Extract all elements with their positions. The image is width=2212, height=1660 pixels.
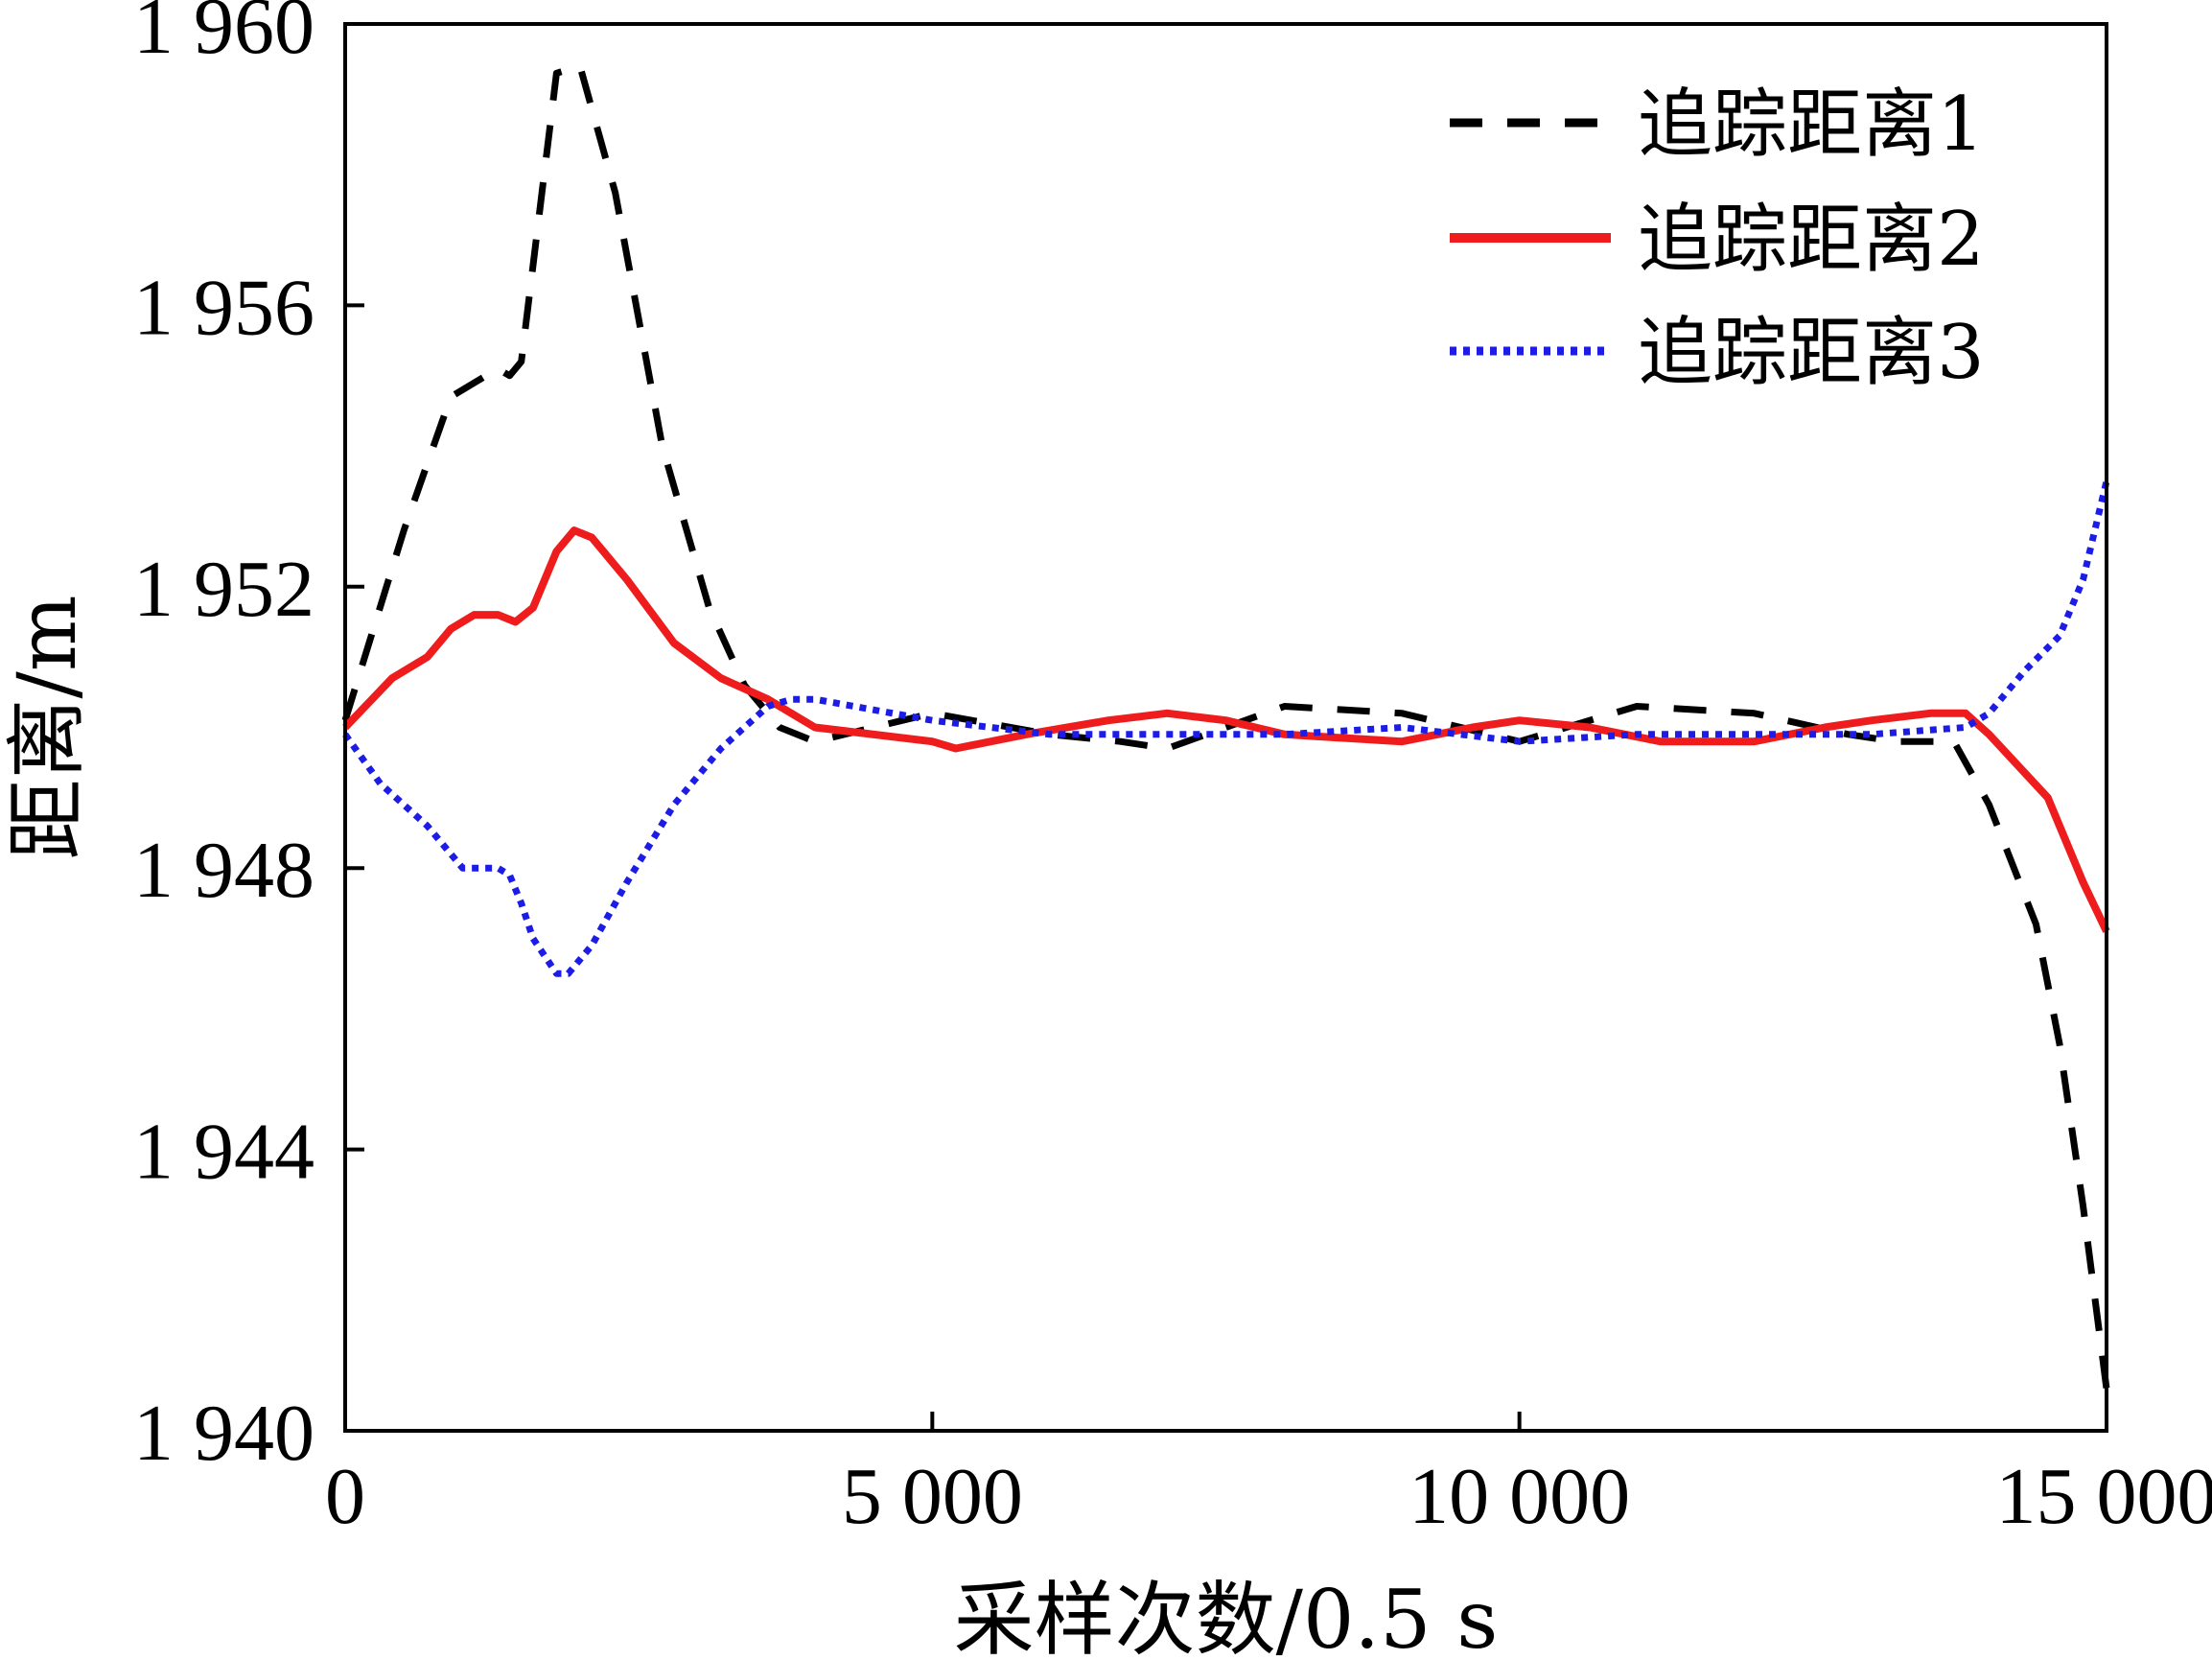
- x-axis-title: 采样次数/0.5 s: [954, 1573, 1499, 1660]
- x-tick-label: 15 000: [1996, 1452, 2212, 1541]
- x-tick-label: 5 000: [842, 1452, 1023, 1541]
- axis-tick-labels: 0 5 000 10 000 15 000 1 940 1 944 1 948 1 952 1 …: [133, 0, 2212, 1541]
- legend-label-3: 追踪距离3: [1638, 310, 1985, 396]
- axis-ticks: [343, 22, 2108, 1433]
- y-tick-label: 1 960: [133, 0, 314, 71]
- y-tick-label: 1 940: [133, 1389, 314, 1478]
- y-tick-label: 1 956: [133, 263, 314, 352]
- legend: 追踪距离1 追踪距离2 追踪距离3: [1450, 82, 1985, 396]
- x-tick-label: 0: [325, 1452, 365, 1541]
- series-line-3: [342, 479, 2110, 977]
- legend-label-1: 追踪距离1: [1638, 82, 1985, 168]
- legend-label-2: 追踪距离2: [1638, 197, 1985, 283]
- plot-area-frame: [343, 22, 2108, 1433]
- series-line-2: [342, 526, 2110, 933]
- y-tick-label: 1 952: [133, 545, 314, 634]
- series-layer: [341, 62, 2110, 1390]
- y-tick-label: 1 948: [133, 826, 314, 915]
- series-line-1: [341, 62, 2110, 1390]
- y-axis-title: 距离/m: [0, 596, 94, 860]
- y-tick-label: 1 944: [133, 1108, 314, 1197]
- x-tick-label: 10 000: [1409, 1452, 1630, 1541]
